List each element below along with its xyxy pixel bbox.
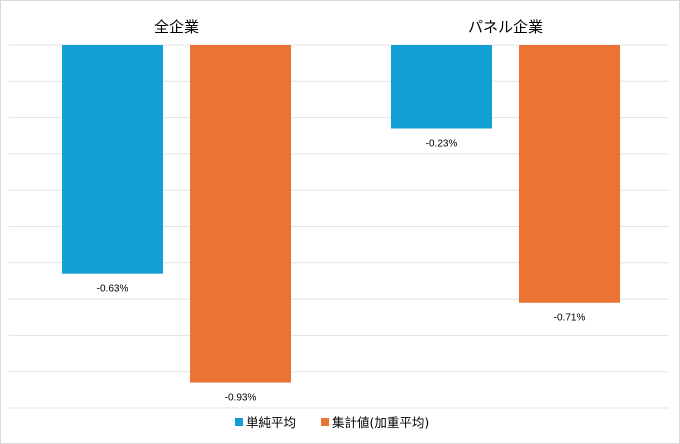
legend-label: 集計値(加重平均): [332, 415, 429, 430]
data-label: -0.63%: [97, 284, 129, 295]
category-title: パネル企業: [468, 18, 543, 36]
data-label: -0.93%: [225, 393, 257, 404]
legend-label: 単純平均: [246, 415, 296, 430]
bar-simple-average: [391, 45, 492, 129]
legend-swatch: [235, 418, 243, 426]
bar-weighted-average: [190, 45, 291, 383]
legend: 単純平均 集計値(加重平均): [235, 415, 429, 430]
data-label: -0.23%: [426, 138, 458, 149]
group-titles: 全企業 パネル企業: [154, 18, 543, 36]
bars: [62, 45, 620, 383]
category-title: 全企業: [154, 18, 199, 36]
legend-swatch: [321, 418, 329, 426]
bar-simple-average: [62, 45, 163, 274]
data-labels: -0.63% -0.93% -0.23% -0.71%: [97, 138, 586, 403]
data-label: -0.71%: [554, 313, 586, 324]
bar-weighted-average: [519, 45, 620, 303]
